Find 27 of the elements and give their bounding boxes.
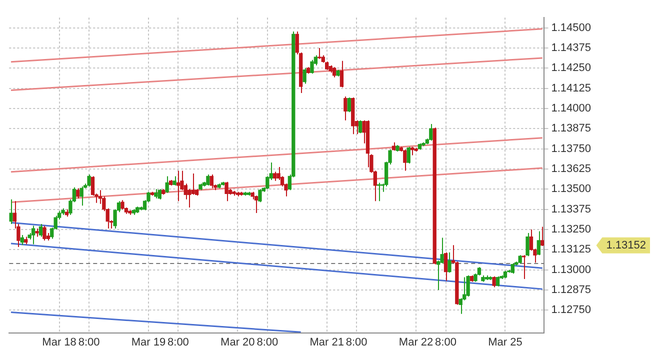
x-tick-label: Mar 25: [488, 336, 522, 348]
y-tick-label: 1.13125: [551, 244, 592, 256]
x-tick-label: Mar 22: [398, 336, 434, 348]
text: 1.13152: [606, 239, 646, 252]
y-tick-label: 1.13375: [551, 203, 592, 216]
y-tick-label: 1.12875: [551, 284, 592, 296]
x-tick-label: 8:00: [346, 336, 368, 348]
x-tick-label: Mar 18: [42, 336, 76, 348]
x-tick-label: 8:00: [168, 336, 189, 348]
x-tick-label: Mar 21: [310, 336, 344, 348]
y-tick-label: 1.13875: [551, 122, 592, 135]
x-tick-label: 8:00: [435, 336, 456, 348]
y-tick-label: 1.13000: [551, 264, 592, 276]
y-tick-label: 1.13750: [551, 142, 592, 155]
x-tick-label: 8:00: [256, 336, 278, 348]
y-tick-label: 1.14000: [551, 102, 592, 114]
y-tick-label: 1.14375: [551, 42, 592, 54]
y-tick-label: 1.12750: [551, 304, 592, 316]
y-tick-label: 1.14125: [551, 82, 592, 94]
y-tick-label: 1.14250: [551, 62, 592, 74]
y-tick-label: 1.13250: [551, 224, 592, 236]
y-tick-label: 1.13500: [551, 183, 592, 196]
x-tick-label: 8:00: [78, 336, 100, 348]
y-tick-label: 1.13625: [551, 163, 592, 176]
x-tick-label: Mar 20: [220, 336, 255, 348]
y-tick-label: 1.14500: [551, 22, 592, 34]
x-tick-label: Mar 19: [131, 336, 166, 348]
